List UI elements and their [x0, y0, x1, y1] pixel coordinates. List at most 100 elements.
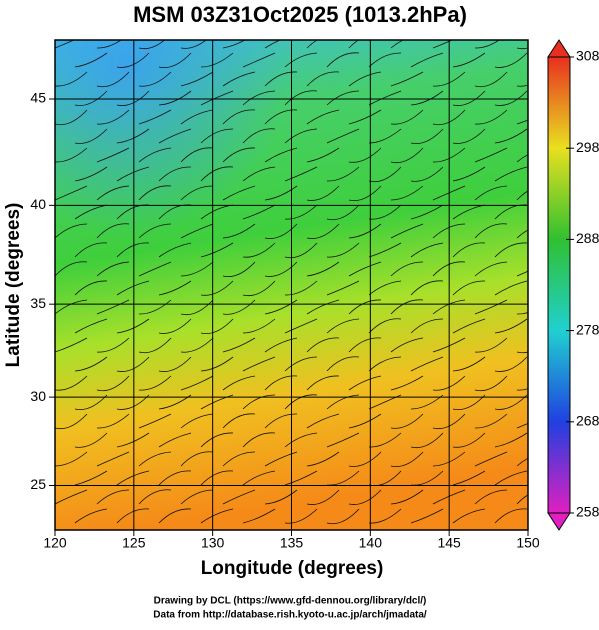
streamline	[222, 299, 256, 315]
streamline	[264, 109, 298, 125]
streamline	[116, 242, 150, 258]
streamline	[222, 489, 256, 505]
streamline	[348, 71, 382, 87]
streamline	[96, 375, 130, 392]
streamline	[74, 242, 108, 258]
streamline	[306, 185, 340, 201]
streamline	[348, 40, 360, 49]
streamline	[432, 413, 466, 430]
streamline	[74, 166, 108, 182]
streamline	[158, 52, 192, 68]
streamline	[242, 90, 276, 106]
streamline	[180, 71, 214, 87]
streamline	[96, 261, 130, 277]
streamline	[284, 204, 318, 220]
streamline	[116, 394, 150, 410]
streamline	[180, 299, 214, 316]
streamline	[96, 299, 130, 315]
streamline	[222, 71, 256, 87]
streamline	[432, 40, 454, 49]
colorbar-body	[547, 56, 571, 514]
streamline	[516, 312, 528, 315]
streamline	[242, 52, 276, 68]
streamline	[474, 413, 508, 429]
streamline	[158, 90, 192, 106]
streamline	[474, 451, 508, 467]
streamline	[410, 508, 444, 524]
streamline	[180, 147, 214, 163]
streamline	[410, 128, 444, 144]
streamline	[494, 356, 528, 372]
streamline	[432, 109, 466, 126]
streamline	[326, 356, 360, 372]
streamline	[432, 337, 466, 353]
streamline	[158, 242, 192, 258]
streamline	[55, 489, 88, 505]
streamline	[326, 128, 360, 144]
streamline	[326, 432, 360, 448]
streamline	[138, 413, 172, 429]
streamline	[452, 242, 486, 258]
streamline	[200, 508, 234, 524]
streamline	[474, 40, 500, 49]
streamline	[368, 356, 402, 372]
streamline	[96, 109, 130, 125]
streamline	[74, 508, 108, 524]
streamline	[452, 508, 486, 524]
streamline	[284, 318, 318, 334]
streamline	[74, 280, 108, 296]
streamline	[200, 432, 234, 448]
streamline	[516, 388, 528, 391]
streamline	[306, 261, 340, 277]
streamline	[264, 299, 298, 315]
streamline	[284, 52, 318, 68]
streamline	[242, 356, 276, 372]
streamline	[222, 109, 256, 125]
streamline	[242, 470, 276, 486]
streamline	[390, 489, 424, 505]
streamline	[55, 451, 88, 467]
streamline	[452, 432, 486, 448]
x-tick-label: 130	[201, 535, 225, 551]
streamline	[116, 280, 150, 296]
streamline	[180, 337, 214, 353]
streamline	[158, 356, 192, 372]
streamline	[158, 280, 192, 296]
streamline	[264, 489, 298, 505]
streamline	[96, 223, 130, 239]
colorbar-tick-label: 268	[576, 413, 599, 429]
streamline	[348, 375, 382, 391]
streamline	[222, 185, 256, 201]
streamline	[264, 147, 298, 163]
streamline	[55, 413, 88, 430]
streamline	[96, 451, 130, 467]
streamline	[516, 190, 528, 201]
streamline	[306, 223, 340, 239]
streamline	[474, 489, 508, 505]
streamline	[474, 261, 508, 277]
streamline	[138, 375, 172, 391]
streamline	[242, 128, 276, 144]
streamline	[368, 432, 402, 448]
streamline	[348, 147, 382, 163]
streamline	[516, 84, 528, 87]
streamline	[96, 489, 130, 505]
streamline	[494, 432, 528, 448]
streamline	[390, 337, 424, 353]
streamline	[180, 451, 214, 467]
streamline	[390, 71, 424, 87]
streamline	[284, 128, 318, 144]
streamline	[516, 423, 528, 429]
streamline	[306, 147, 340, 163]
streamline	[452, 318, 486, 334]
streamline	[432, 451, 466, 467]
streamline	[222, 223, 256, 239]
streamline	[96, 71, 130, 88]
streamline	[264, 413, 298, 429]
streamline	[390, 147, 424, 164]
streamline	[242, 508, 276, 524]
streamline	[474, 185, 508, 201]
y-tick-label: 45	[30, 90, 46, 106]
streamline	[326, 166, 360, 182]
streamline	[74, 318, 108, 334]
